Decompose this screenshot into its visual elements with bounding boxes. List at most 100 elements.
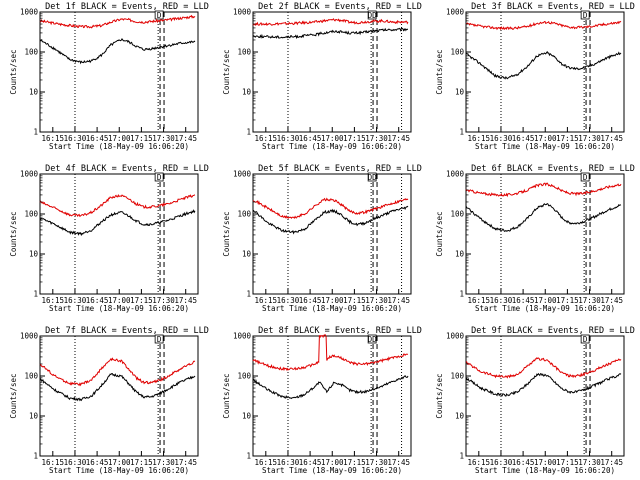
x-tick-label: 16:15 bbox=[42, 458, 65, 467]
lld-series-line bbox=[39, 357, 196, 387]
panel-title: Det 2f BLACK = Events, RED = LLD bbox=[258, 2, 422, 12]
x-tick-label: 17:30 bbox=[152, 458, 175, 467]
y-axis-label: Counts/sec bbox=[222, 373, 231, 418]
plot-frame bbox=[465, 173, 625, 295]
x-tick-label: 16:30 bbox=[490, 134, 513, 143]
y-tick-label: 10 bbox=[242, 250, 252, 259]
events-series-line bbox=[39, 38, 196, 65]
x-tick-label: 16:30 bbox=[277, 134, 300, 143]
y-tick-label: 10 bbox=[29, 250, 39, 259]
lld-series-line bbox=[252, 197, 409, 220]
y-tick-label: 1 bbox=[246, 290, 251, 299]
x-axis-label: Start Time (18-May-09 16:06:20) bbox=[262, 304, 402, 313]
x-tick-label: 17:30 bbox=[578, 458, 601, 467]
x-tick-label: 16:30 bbox=[277, 458, 300, 467]
x-tick-label: 17:30 bbox=[365, 296, 388, 305]
plot-frame bbox=[39, 173, 199, 295]
x-tick-label: 16:45 bbox=[86, 458, 109, 467]
panel-title: Det 1f BLACK = Events, RED = LLD bbox=[45, 2, 209, 12]
x-tick-label: 16:45 bbox=[299, 296, 322, 305]
panel-title: Det 6f BLACK = Events, RED = LLD bbox=[471, 164, 635, 174]
x-tick-label: 16:30 bbox=[64, 296, 87, 305]
panel-title: Det 9f BLACK = Events, RED = LLD bbox=[471, 326, 635, 336]
y-tick-label: 1000 bbox=[446, 8, 465, 17]
annotation-label: D bbox=[157, 11, 162, 20]
x-tick-label: 16:45 bbox=[86, 296, 109, 305]
annotation-box bbox=[580, 172, 590, 182]
y-tick-label: 100 bbox=[237, 48, 251, 57]
x-tick-label: 17:00 bbox=[321, 296, 344, 305]
y-tick-label: 10 bbox=[29, 88, 39, 97]
plot-frame bbox=[252, 173, 412, 295]
y-tick-label: 10 bbox=[29, 412, 39, 421]
x-tick-label: 17:15 bbox=[343, 458, 366, 467]
x-tick-label: 16:45 bbox=[512, 134, 535, 143]
lld-series-line bbox=[465, 356, 622, 379]
y-tick-label: 10 bbox=[242, 88, 252, 97]
y-tick-label: 10 bbox=[242, 412, 252, 421]
x-tick-label: 17:30 bbox=[365, 458, 388, 467]
events-series-line bbox=[252, 27, 408, 40]
annotation-box bbox=[154, 334, 164, 344]
y-axis-label: Counts/sec bbox=[435, 211, 444, 256]
x-tick-label: 17:45 bbox=[174, 458, 197, 467]
x-tick-label: 16:15 bbox=[468, 296, 491, 305]
y-tick-label: 100 bbox=[450, 210, 464, 219]
x-tick-label: 17:15 bbox=[556, 134, 579, 143]
x-tick-label: 16:30 bbox=[277, 296, 300, 305]
x-tick-label: 16:45 bbox=[299, 458, 322, 467]
annotation-box bbox=[367, 10, 377, 20]
y-axis-label: Counts/sec bbox=[222, 211, 231, 256]
x-tick-label: 16:15 bbox=[42, 296, 65, 305]
y-axis-label: Counts/sec bbox=[9, 211, 18, 256]
annotation-label: DD bbox=[368, 173, 378, 182]
x-tick-label: 17:15 bbox=[130, 458, 153, 467]
events-series-line bbox=[465, 50, 622, 80]
x-tick-label: 17:00 bbox=[108, 458, 131, 467]
annotation-box bbox=[367, 334, 377, 344]
events-series-line bbox=[252, 205, 409, 235]
y-tick-label: 1000 bbox=[20, 332, 39, 341]
y-tick-label: 1000 bbox=[233, 170, 252, 179]
x-tick-label: 16:45 bbox=[512, 296, 535, 305]
x-tick-label: 17:15 bbox=[130, 296, 153, 305]
annotation-label: D bbox=[583, 335, 588, 344]
x-tick-label: 17:45 bbox=[174, 134, 197, 143]
events-series-line bbox=[465, 202, 622, 232]
x-tick-label: 17:15 bbox=[556, 458, 579, 467]
plot-frame bbox=[465, 335, 625, 457]
x-axis-label: Start Time (18-May-09 16:06:20) bbox=[49, 142, 189, 151]
y-tick-label: 100 bbox=[237, 372, 251, 381]
y-tick-label: 10 bbox=[455, 412, 465, 421]
y-tick-label: 10 bbox=[455, 88, 465, 97]
plot-frame bbox=[252, 335, 412, 457]
x-tick-label: 17:00 bbox=[108, 134, 131, 143]
y-tick-label: 1 bbox=[459, 290, 464, 299]
panel-title: Det 4f BLACK = Events, RED = LLD bbox=[45, 164, 209, 174]
annotation-label: D bbox=[583, 11, 588, 20]
y-tick-label: 100 bbox=[450, 48, 464, 57]
x-tick-label: 17:30 bbox=[365, 134, 388, 143]
x-tick-label: 17:15 bbox=[343, 296, 366, 305]
events-series-line bbox=[39, 209, 196, 237]
x-axis-label: Start Time (18-May-09 16:06:20) bbox=[475, 142, 615, 151]
y-tick-label: 10 bbox=[455, 250, 465, 259]
x-tick-label: 16:15 bbox=[255, 458, 278, 467]
x-tick-label: 17:15 bbox=[556, 296, 579, 305]
y-tick-label: 1000 bbox=[446, 332, 465, 341]
x-tick-label: 17:30 bbox=[578, 296, 601, 305]
x-tick-label: 17:00 bbox=[534, 296, 557, 305]
panel-title: Det 8f BLACK = Events, RED = LLD bbox=[258, 326, 422, 336]
x-tick-label: 16:15 bbox=[255, 134, 278, 143]
panel-title: Det 3f BLACK = Events, RED = LLD bbox=[471, 2, 635, 12]
x-tick-label: 17:45 bbox=[387, 296, 410, 305]
x-tick-label: 16:15 bbox=[42, 134, 65, 143]
annotation-box bbox=[580, 10, 590, 20]
x-tick-label: 17:30 bbox=[578, 134, 601, 143]
y-tick-label: 100 bbox=[237, 210, 251, 219]
y-tick-label: 1 bbox=[33, 452, 38, 461]
